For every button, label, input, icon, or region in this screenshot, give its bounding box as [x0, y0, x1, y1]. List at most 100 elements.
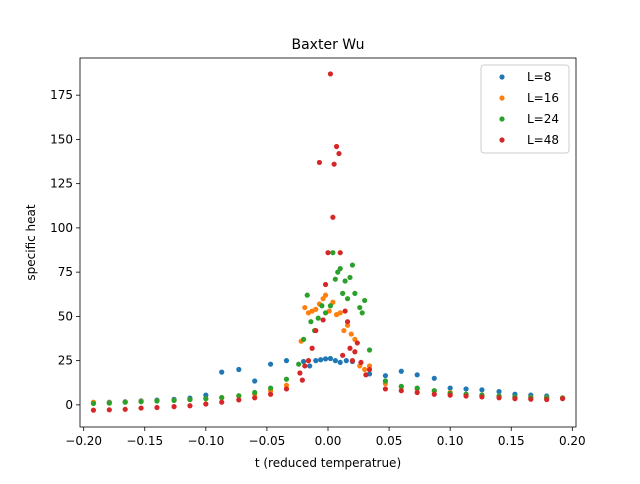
data-point	[366, 366, 373, 373]
data-point	[219, 369, 225, 375]
data-point	[296, 361, 302, 367]
data-point	[414, 389, 420, 396]
data-point	[283, 376, 290, 382]
data-point	[512, 396, 518, 402]
data-point	[347, 345, 353, 351]
x-tick-label: 0.00	[315, 434, 342, 448]
data-point	[304, 292, 310, 298]
legend-marker	[499, 95, 505, 101]
data-point	[90, 400, 97, 407]
data-point	[252, 378, 258, 384]
data-point	[340, 352, 346, 358]
data-point	[267, 361, 274, 367]
data-point	[322, 356, 329, 362]
data-point	[315, 315, 321, 321]
data-point	[463, 386, 469, 392]
data-point	[322, 281, 329, 288]
data-point	[354, 340, 360, 346]
data-point	[203, 396, 209, 402]
points-layer	[90, 71, 566, 413]
data-point	[358, 359, 364, 366]
data-point	[414, 372, 420, 378]
data-point	[347, 274, 353, 281]
data-point	[544, 396, 550, 403]
x-axis: −0.20 −0.15 −0.10 −0.05 0.00 0.05 0.10 0.15 0.20	[65, 427, 586, 448]
x-tick-label: 0.10	[437, 434, 464, 448]
data-point	[359, 310, 365, 316]
data-point	[236, 393, 242, 399]
data-point	[382, 386, 389, 392]
data-point	[342, 308, 348, 314]
y-axis: 0 25 50 75 100 125 150 175	[50, 88, 80, 412]
data-point	[327, 71, 334, 77]
data-point	[341, 327, 347, 334]
x-tick-label: 0.20	[559, 434, 586, 448]
data-point	[479, 394, 485, 400]
data-point	[325, 250, 331, 256]
data-point	[352, 349, 358, 355]
data-point	[219, 399, 225, 405]
y-tick-label: 50	[58, 309, 73, 323]
data-point	[300, 358, 307, 365]
x-tick-label: −0.05	[249, 434, 286, 448]
x-tick-label: −0.10	[187, 434, 224, 448]
y-axis-label: specific heat	[24, 204, 38, 280]
legend-frame	[480, 64, 570, 154]
data-point	[219, 394, 225, 401]
data-point	[496, 395, 502, 401]
data-point	[362, 297, 368, 304]
data-point	[337, 359, 343, 366]
data-point	[138, 399, 144, 405]
data-point	[171, 397, 177, 404]
data-point	[327, 355, 334, 362]
y-tick-label: 175	[50, 88, 73, 102]
data-point	[316, 159, 323, 166]
data-point	[154, 398, 160, 404]
y-tick-label: 150	[50, 132, 73, 146]
legend-marker	[499, 116, 505, 122]
data-point	[337, 310, 343, 316]
legend-label: L=8	[527, 70, 551, 84]
y-tick-label: 125	[50, 177, 73, 191]
data-point	[528, 396, 534, 402]
x-tick-label: 0.15	[498, 434, 525, 448]
data-point	[348, 331, 354, 337]
data-point	[297, 370, 303, 376]
data-point	[344, 296, 351, 302]
y-tick-label: 25	[58, 354, 73, 368]
legend-marker	[499, 137, 505, 143]
y-tick-label: 100	[50, 221, 73, 235]
legend-marker	[499, 74, 505, 80]
data-point	[414, 385, 420, 391]
data-point	[302, 304, 308, 311]
y-tick-label: 75	[58, 265, 73, 279]
data-point	[267, 385, 274, 391]
y-tick-label: 0	[65, 398, 73, 412]
data-point	[318, 357, 324, 363]
data-point	[343, 358, 349, 364]
data-point	[337, 266, 343, 272]
data-point	[431, 375, 437, 381]
data-point	[252, 395, 258, 401]
data-point	[382, 373, 389, 379]
data-point	[332, 276, 338, 282]
data-point	[313, 358, 319, 364]
data-point	[319, 303, 325, 309]
data-point	[398, 368, 404, 374]
data-point	[300, 336, 307, 342]
data-point	[322, 310, 329, 316]
data-point	[362, 366, 368, 373]
data-point	[313, 327, 319, 334]
data-point	[236, 397, 242, 403]
x-tick-label: −0.15	[126, 434, 163, 448]
series-l-48	[90, 71, 566, 413]
data-point	[336, 150, 342, 157]
data-point	[308, 319, 314, 325]
chart-title: Baxter Wu	[292, 37, 365, 53]
data-point	[106, 407, 112, 413]
data-point	[344, 319, 351, 325]
legend-label: L=48	[527, 133, 559, 147]
data-point	[357, 304, 363, 311]
data-point	[352, 290, 358, 296]
